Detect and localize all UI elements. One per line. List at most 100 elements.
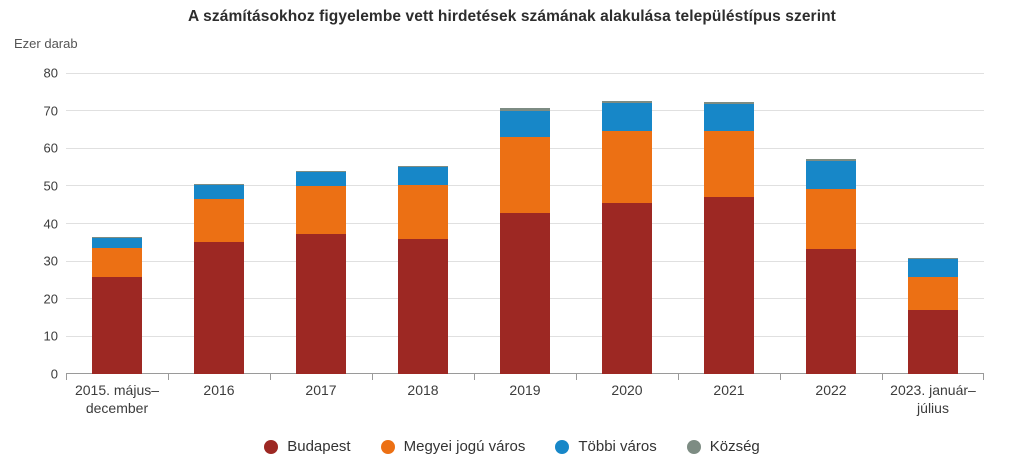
y-tick-label: 50 [43, 178, 58, 194]
legend: Budapest Megyei jogú város Többi város Közs… [0, 438, 1024, 455]
bar-segment-megyei-jog-v-ros [806, 188, 856, 250]
axis-tick [474, 374, 475, 380]
bar-segment-t-bbi-v-ros [92, 238, 142, 249]
axis-tick [882, 374, 883, 380]
bar-slot [66, 73, 168, 374]
legend-dot-megyei-jog-v-ros [380, 439, 395, 454]
bar-segment-t-bbi-v-ros [500, 110, 550, 137]
bar-segment-k-zs-g [398, 165, 448, 168]
legend-label: Megyei jogú város [403, 438, 526, 455]
stacked-bar [296, 171, 346, 374]
axis-tick [270, 374, 271, 380]
x-tick-label: 2020 [611, 382, 643, 398]
axis-tick [983, 374, 984, 380]
stacked-bar [92, 237, 142, 374]
bar-slot [576, 73, 678, 374]
axis-tick [372, 374, 373, 380]
stacked-bar [194, 184, 244, 374]
axis-tick [576, 374, 577, 380]
legend-item: Megyei jogú város [380, 438, 526, 455]
legend-label: Budapest [287, 438, 351, 455]
bar-segment-t-bbi-v-ros [908, 258, 958, 278]
bar-slot [882, 73, 984, 374]
bar-segment-budapest [398, 238, 448, 374]
y-tick-label: 70 [43, 103, 58, 119]
legend-dot-budapest [264, 439, 279, 454]
axis-tick [168, 374, 169, 380]
y-tick-label: 0 [50, 366, 58, 382]
axis-tick [780, 374, 781, 380]
x-tick-label: 2018 [407, 382, 439, 398]
y-tick-label: 30 [43, 253, 58, 269]
bar-segment-megyei-jog-v-ros [296, 186, 346, 235]
bar-segment-k-zs-g [602, 101, 652, 104]
x-axis-labels: 2015. május– december 2016 2017 2018 2019 202… [66, 381, 984, 421]
bar-segment-budapest [500, 213, 550, 374]
x-tick-label: 2021 [713, 382, 745, 398]
legend-label: Község [709, 438, 760, 455]
legend-item: Többi város [555, 438, 657, 455]
x-tick-label: 2019 [509, 382, 541, 398]
bar-slot [270, 73, 372, 374]
bar-segment-k-zs-g [194, 184, 244, 186]
bar-segment-t-bbi-v-ros [806, 161, 856, 189]
y-tick-label: 40 [43, 216, 58, 231]
x-tick-label: 2023. január– július [890, 382, 976, 417]
y-tick-label: 80 [43, 65, 58, 81]
bar-segment-budapest [602, 202, 652, 374]
stacked-bar [500, 108, 550, 374]
stacked-bar [398, 165, 448, 374]
chart-title: A számításokhoz figyelembe vett hirdetés… [188, 8, 836, 25]
y-axis-unit-label: Ezer darab [14, 36, 78, 51]
bar-segment-t-bbi-v-ros [602, 103, 652, 132]
legend-dot-k-zs-g [686, 439, 701, 454]
bar-segment-budapest [194, 241, 244, 374]
bar-segment-budapest [296, 234, 346, 374]
stacked-bar [704, 102, 754, 374]
stacked-bar [806, 159, 856, 374]
bar-segment-megyei-jog-v-ros [398, 184, 448, 239]
bar-segment-budapest [704, 197, 754, 374]
bar-slot [678, 73, 780, 374]
x-tick-label: 2015. május– december [74, 382, 160, 417]
bar-segment-t-bbi-v-ros [398, 167, 448, 185]
stacked-bar [908, 257, 958, 374]
legend-label: Többi város [578, 438, 657, 455]
legend-item: Budapest [264, 438, 351, 455]
bar-segment-k-zs-g [92, 237, 142, 239]
bar-segment-k-zs-g [806, 159, 856, 162]
x-tick-label: 2017 [305, 382, 337, 398]
bar-segment-t-bbi-v-ros [296, 171, 346, 187]
bar-segment-k-zs-g [704, 102, 754, 105]
legend-dot-t-bbi-v-ros [555, 439, 570, 454]
bar-segment-budapest [806, 249, 856, 374]
bar-segment-megyei-jog-v-ros [92, 248, 142, 278]
x-tick-label: 2016 [203, 382, 235, 398]
bar-segment-megyei-jog-v-ros [602, 131, 652, 203]
bar-segment-t-bbi-v-ros [704, 104, 754, 131]
bar-slot [780, 73, 882, 374]
axis-tick [678, 374, 679, 380]
y-tick-label: 20 [43, 291, 58, 307]
bar-slot [168, 73, 270, 374]
bar-slot [474, 73, 576, 374]
legend-item: Község [686, 438, 760, 455]
plot-area [66, 72, 984, 380]
bar-segment-k-zs-g [500, 108, 550, 111]
y-tick-label: 10 [43, 328, 58, 344]
axis-tick [66, 374, 67, 380]
bar-segment-megyei-jog-v-ros [704, 130, 754, 198]
bar-segment-budapest [92, 277, 142, 374]
bar-segment-k-zs-g [908, 257, 958, 259]
gridline [66, 72, 984, 74]
bar-segment-megyei-jog-v-ros [500, 136, 550, 214]
bar-segment-t-bbi-v-ros [194, 185, 244, 199]
stacked-bar [602, 101, 652, 374]
bar-segment-megyei-jog-v-ros [908, 277, 958, 311]
y-tick-label: 60 [43, 140, 58, 156]
bar-segment-megyei-jog-v-ros [194, 198, 244, 242]
x-tick-label: 2022 [815, 382, 847, 398]
bar-slot [372, 73, 474, 374]
y-axis-labels: 0 10 20 30 40 50 60 70 80 [0, 66, 58, 382]
